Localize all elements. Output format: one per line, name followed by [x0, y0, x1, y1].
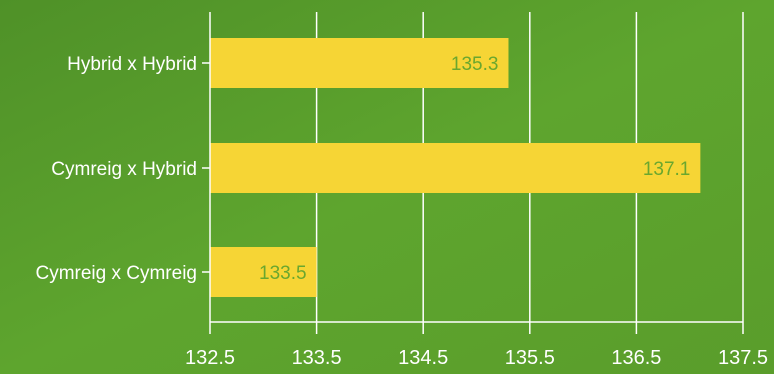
- category-label: Cymreig x Cymreig: [35, 263, 197, 284]
- category-label: Cymreig x Hybrid: [51, 159, 197, 180]
- bars: [210, 38, 701, 297]
- x-tick-label: 137.5: [718, 347, 768, 369]
- x-tick-label: 133.5: [292, 347, 342, 369]
- x-tick-label: 134.5: [398, 347, 448, 369]
- bar: [210, 143, 701, 193]
- x-tick-label: 135.5: [505, 347, 555, 369]
- x-tick-label: 136.5: [611, 347, 661, 369]
- category-label: Hybrid x Hybrid: [67, 54, 197, 75]
- data-label: 133.5: [259, 263, 307, 284]
- x-tick-label: 132.5: [185, 347, 235, 369]
- axes: [202, 12, 744, 334]
- bar: [210, 247, 317, 297]
- data-label: 135.3: [451, 54, 499, 75]
- bar: [210, 38, 509, 88]
- labels: 135.3 137.1 133.5 132.5 133.5 134.5 135.5 136.5…: [35, 54, 768, 369]
- data-label: 137.1: [643, 159, 691, 180]
